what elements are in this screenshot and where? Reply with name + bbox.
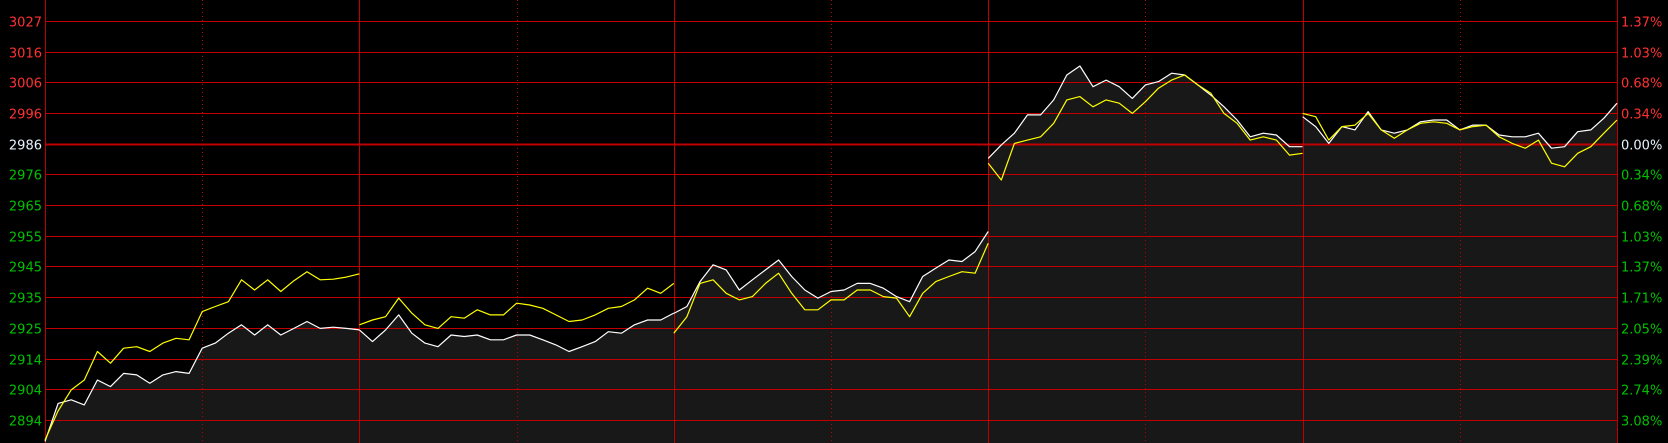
right-tick-label: 2.05% bbox=[1621, 323, 1662, 338]
left-tick-label: 3006 bbox=[9, 77, 42, 92]
price-area-fill-day-2 bbox=[359, 313, 674, 443]
average-line-day-3 bbox=[673, 242, 989, 334]
average-line-day-2 bbox=[359, 282, 675, 329]
price-line-day-2 bbox=[359, 312, 675, 353]
average-line-day-4 bbox=[987, 74, 1303, 181]
right-tick-label: 1.37% bbox=[1621, 261, 1662, 276]
right-tick-label: 1.03% bbox=[1621, 47, 1662, 62]
left-tick-label: 2996 bbox=[9, 108, 42, 123]
right-tick-label: 1.03% bbox=[1621, 231, 1662, 246]
price-line-day-3 bbox=[673, 231, 989, 314]
left-tick-label: 2955 bbox=[9, 231, 42, 246]
right-tick-label: 0.34% bbox=[1621, 169, 1662, 184]
left-tick-label: 3016 bbox=[9, 47, 42, 62]
right-tick-label: 0.00% bbox=[1621, 139, 1662, 154]
average-line-day-5 bbox=[1302, 112, 1618, 168]
price-line-day-1 bbox=[44, 320, 360, 442]
left-tick-label: 2925 bbox=[9, 323, 42, 338]
left-tick-label: 2894 bbox=[9, 415, 42, 430]
right-tick-label: 2.74% bbox=[1621, 384, 1662, 399]
left-tick-label: 2945 bbox=[9, 261, 42, 276]
left-tick-label: 2976 bbox=[9, 169, 42, 184]
price-area-fill-day-5 bbox=[1302, 103, 1617, 443]
left-tick-label: 2986 bbox=[9, 139, 42, 154]
price-area-fill-day-3 bbox=[673, 231, 989, 443]
average-line-day-1 bbox=[44, 271, 360, 441]
price-area-fill-day-1 bbox=[45, 321, 360, 443]
right-tick-label: 1.71% bbox=[1621, 292, 1662, 307]
left-tick-label: 2935 bbox=[9, 292, 42, 307]
right-tick-label: 2.39% bbox=[1621, 354, 1662, 369]
right-tick-label: 0.68% bbox=[1621, 200, 1662, 215]
right-tick-label: 3.08% bbox=[1621, 415, 1662, 430]
price-line-day-4 bbox=[987, 65, 1303, 159]
right-tick-label: 0.68% bbox=[1621, 77, 1662, 92]
left-tick-label: 2914 bbox=[9, 354, 42, 369]
price-area-fill-day-4 bbox=[988, 66, 1303, 443]
left-tick-label: 2965 bbox=[9, 200, 42, 215]
right-tick-label: 0.34% bbox=[1621, 108, 1662, 123]
left-tick-label: 3027 bbox=[9, 16, 42, 31]
right-tick-label: 1.37% bbox=[1621, 16, 1662, 31]
left-tick-label: 2904 bbox=[9, 384, 42, 399]
